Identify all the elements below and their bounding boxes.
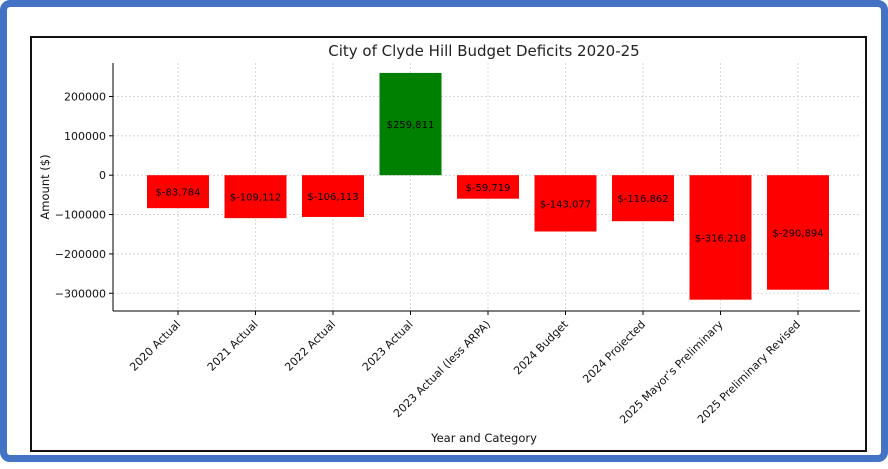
x-axis-label: Year and Category (430, 431, 537, 445)
data-label: $-59,719 (466, 183, 511, 194)
x-tick-label: 2024 Projected (580, 318, 648, 386)
chart-title: City of Clyde Hill Budget Deficits 2020-… (328, 42, 639, 60)
data-label: $259,811 (387, 120, 435, 131)
y-axis-label: Amount ($) (38, 154, 52, 219)
data-label: $-290,894 (772, 228, 823, 239)
x-tick-label: 2023 Actual (360, 318, 416, 374)
data-label: $-83,784 (156, 188, 201, 199)
y-tick-label: −300000 (55, 287, 106, 300)
y-tick-label: −100000 (55, 209, 106, 222)
bar (379, 72, 442, 176)
x-tick-label: 2022 Actual (282, 318, 338, 374)
bar (689, 175, 752, 300)
bar (147, 175, 209, 209)
x-tick-label: 2021 Actual (205, 318, 261, 374)
bar (224, 175, 287, 219)
x-tick-label: 2024 Budget (511, 317, 571, 377)
y-tick-label: −200000 (55, 248, 106, 261)
bar (767, 175, 829, 290)
data-label: $-316,218 (695, 233, 746, 244)
x-tick-label: 2020 Actual (127, 318, 183, 374)
data-label: $-106,113 (307, 192, 358, 203)
y-tick-label: 100000 (64, 130, 106, 143)
bar (457, 175, 519, 199)
y-tick-label: 200000 (64, 90, 106, 103)
bar (534, 175, 597, 232)
bar (302, 175, 364, 217)
data-label: $-109,112 (230, 193, 281, 204)
data-label: $-116,862 (617, 194, 668, 205)
bar (612, 175, 674, 222)
y-tick-label: 0 (99, 169, 106, 182)
bar-chart: $-83,784 $-109,112 $-106,113 $259,811 $-59,7… (38, 42, 860, 445)
data-label: $-143,077 (540, 199, 591, 210)
bars: $-83,784 $-109,112 $-106,113 $259,811 $-59,7… (147, 72, 829, 300)
